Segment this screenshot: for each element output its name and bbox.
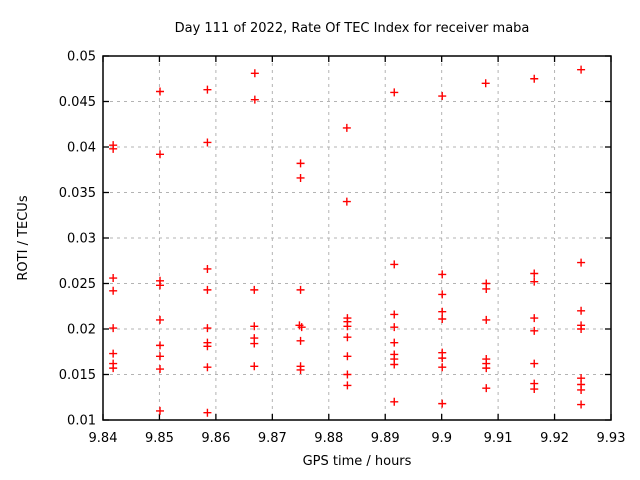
data-point bbox=[203, 85, 212, 94]
x-tick-label: 9.87 bbox=[258, 431, 287, 446]
plot-area: 9.84 9.85 9.86 9.87 9.88 9.89 9.9 9.91 9.92 9.93 0… bbox=[59, 50, 626, 447]
data-point bbox=[109, 324, 118, 333]
data-point bbox=[482, 384, 491, 393]
y-axis-label: ROTI / TECUs bbox=[16, 195, 31, 280]
data-point bbox=[390, 310, 399, 319]
data-point bbox=[156, 315, 165, 324]
data-point bbox=[156, 352, 165, 361]
x-axis-label: GPS time / hours bbox=[303, 454, 412, 469]
data-point bbox=[530, 269, 539, 278]
data-point bbox=[156, 406, 165, 415]
data-point bbox=[343, 370, 352, 379]
data-point bbox=[390, 338, 399, 347]
y-tick-label: 0.03 bbox=[67, 232, 96, 247]
data-point bbox=[390, 260, 399, 269]
data-point bbox=[577, 258, 586, 267]
data-point bbox=[343, 322, 352, 331]
data-point bbox=[296, 336, 305, 345]
data-point bbox=[438, 314, 447, 323]
data-point bbox=[250, 339, 259, 348]
y-tick-label: 0.01 bbox=[67, 414, 96, 429]
y-tick-label: 0.035 bbox=[59, 186, 96, 201]
data-point bbox=[342, 123, 351, 132]
data-point bbox=[530, 359, 539, 368]
data-point bbox=[438, 354, 447, 363]
data-point bbox=[577, 65, 586, 74]
data-point bbox=[297, 323, 306, 332]
data-point bbox=[250, 69, 259, 78]
data-point bbox=[481, 79, 490, 88]
data-point bbox=[109, 144, 118, 153]
y-tick-label: 0.015 bbox=[59, 368, 96, 383]
data-point bbox=[438, 307, 447, 316]
data-point bbox=[156, 150, 165, 159]
data-point bbox=[343, 381, 352, 390]
data-point bbox=[577, 325, 586, 333]
data-point bbox=[250, 285, 259, 294]
x-tick-label: 9.89 bbox=[371, 431, 400, 446]
data-point bbox=[250, 362, 259, 371]
data-point bbox=[203, 363, 212, 372]
x-tick-label: 9.9 bbox=[431, 431, 452, 446]
data-point bbox=[109, 286, 118, 295]
data-point bbox=[203, 324, 212, 333]
data-point bbox=[343, 352, 352, 361]
x-tick-label: 9.93 bbox=[597, 431, 626, 446]
data-point bbox=[390, 360, 399, 369]
data-point bbox=[250, 322, 259, 331]
chart-title: Day 111 of 2022, Rate Of TEC Index for r… bbox=[175, 21, 530, 36]
data-point bbox=[577, 385, 586, 394]
y-tick-label: 0.045 bbox=[59, 95, 96, 110]
data-point bbox=[530, 314, 539, 323]
y-tick-label: 0.025 bbox=[59, 277, 96, 292]
x-tick-label: 9.86 bbox=[201, 431, 230, 446]
data-point bbox=[109, 274, 118, 283]
data-point bbox=[577, 400, 586, 409]
y-tick-label: 0.02 bbox=[67, 323, 96, 338]
data-point bbox=[156, 365, 165, 374]
x-tick-label: 9.84 bbox=[89, 431, 118, 446]
data-point bbox=[438, 270, 447, 279]
data-point bbox=[250, 95, 259, 104]
data-point bbox=[530, 74, 539, 83]
y-tick-label: 0.05 bbox=[67, 50, 96, 65]
data-point bbox=[296, 159, 305, 168]
data-point bbox=[203, 342, 212, 351]
data-point bbox=[296, 173, 305, 182]
data-point bbox=[530, 277, 539, 286]
data-point bbox=[482, 364, 491, 373]
data-point bbox=[390, 397, 399, 406]
data-point bbox=[577, 306, 586, 315]
data-point bbox=[156, 87, 165, 96]
data-point bbox=[438, 92, 447, 101]
data-point bbox=[296, 285, 305, 294]
x-tick-label: 9.91 bbox=[484, 431, 513, 446]
data-point bbox=[342, 197, 351, 206]
data-point bbox=[109, 364, 118, 373]
data-point bbox=[296, 365, 305, 374]
data-point bbox=[438, 363, 447, 372]
data-point bbox=[203, 408, 212, 417]
data-point bbox=[109, 349, 118, 358]
data-point bbox=[203, 285, 212, 294]
data-point bbox=[156, 341, 165, 350]
data-point bbox=[390, 88, 399, 97]
data-point bbox=[438, 290, 447, 299]
data-point bbox=[530, 385, 539, 394]
data-point bbox=[390, 323, 399, 332]
x-tick-label: 9.88 bbox=[314, 431, 343, 446]
data-point bbox=[343, 333, 352, 342]
data-point bbox=[530, 326, 539, 335]
data-point bbox=[203, 138, 212, 147]
data-point bbox=[438, 399, 447, 408]
x-tick-label: 9.85 bbox=[145, 431, 174, 446]
data-point bbox=[482, 315, 491, 324]
data-point bbox=[203, 264, 212, 273]
x-tick-label: 9.92 bbox=[540, 431, 569, 446]
data-point bbox=[482, 284, 491, 293]
y-tick-label: 0.04 bbox=[67, 141, 96, 156]
data-point bbox=[156, 281, 165, 290]
